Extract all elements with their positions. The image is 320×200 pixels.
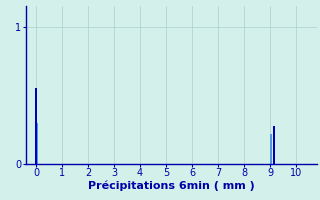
Bar bbox=[273, 126, 275, 164]
X-axis label: Précipitations 6min ( mm ): Précipitations 6min ( mm ) bbox=[88, 181, 255, 191]
Bar bbox=[270, 134, 272, 164]
Bar bbox=[35, 88, 36, 164]
Bar bbox=[36, 123, 37, 164]
